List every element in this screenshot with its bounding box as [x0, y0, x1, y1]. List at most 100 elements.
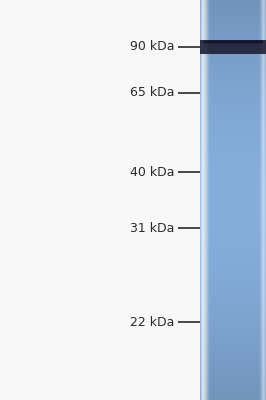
Bar: [200, 269, 266, 271]
Bar: [200, 75, 266, 76]
Bar: [200, 200, 266, 201]
Bar: [203, 40, 263, 42]
Bar: [200, 243, 266, 244]
Bar: [200, 77, 266, 79]
Bar: [200, 372, 266, 373]
Bar: [200, 3, 266, 4]
Bar: [259, 0, 262, 400]
Text: 22 kDa: 22 kDa: [130, 316, 174, 328]
Bar: [200, 247, 266, 248]
Bar: [200, 116, 266, 117]
Bar: [200, 173, 266, 175]
Bar: [200, 345, 266, 347]
Bar: [200, 264, 266, 265]
Bar: [200, 381, 266, 383]
Bar: [200, 183, 266, 184]
Bar: [200, 395, 266, 396]
Bar: [200, 281, 266, 283]
Bar: [200, 12, 266, 13]
Bar: [200, 121, 266, 123]
Bar: [202, 0, 206, 400]
Bar: [200, 160, 266, 161]
Bar: [200, 43, 266, 44]
Bar: [200, 24, 266, 25]
Bar: [200, 71, 266, 72]
Bar: [200, 235, 266, 236]
Bar: [200, 361, 266, 363]
Bar: [200, 245, 266, 247]
Bar: [262, 0, 265, 400]
Bar: [200, 236, 266, 237]
Bar: [200, 387, 266, 388]
Bar: [200, 8, 266, 9]
Bar: [200, 99, 266, 100]
Bar: [200, 196, 266, 197]
Bar: [200, 27, 266, 28]
Bar: [203, 0, 206, 400]
Text: 65 kDa: 65 kDa: [130, 86, 174, 100]
Bar: [200, 316, 266, 317]
Bar: [200, 212, 266, 213]
Bar: [200, 89, 266, 91]
Bar: [200, 132, 266, 133]
Bar: [200, 197, 266, 199]
Bar: [200, 303, 266, 304]
Bar: [200, 356, 266, 357]
Bar: [200, 255, 266, 256]
Bar: [200, 317, 266, 319]
Bar: [200, 208, 266, 209]
Bar: [200, 93, 266, 95]
Bar: [200, 108, 266, 109]
Bar: [200, 311, 266, 312]
Bar: [200, 149, 266, 151]
Bar: [200, 32, 266, 33]
Bar: [200, 83, 266, 84]
Bar: [200, 224, 266, 225]
Bar: [200, 219, 266, 220]
Bar: [200, 29, 266, 31]
Bar: [200, 353, 266, 355]
Bar: [203, 41, 263, 43]
Bar: [200, 155, 266, 156]
Bar: [200, 241, 266, 243]
Bar: [200, 101, 266, 103]
Bar: [200, 141, 266, 143]
Bar: [200, 368, 266, 369]
Bar: [200, 156, 266, 157]
Bar: [200, 109, 266, 111]
Bar: [200, 33, 266, 35]
Bar: [200, 315, 266, 316]
Bar: [200, 251, 266, 252]
Bar: [202, 0, 205, 400]
Bar: [200, 57, 266, 59]
Bar: [200, 125, 266, 127]
Bar: [200, 187, 266, 188]
Bar: [200, 299, 266, 300]
Bar: [200, 171, 266, 172]
Bar: [200, 119, 266, 120]
Bar: [200, 7, 266, 8]
Bar: [200, 127, 266, 128]
Bar: [200, 351, 266, 352]
Bar: [200, 391, 266, 392]
Bar: [200, 157, 266, 159]
Bar: [200, 240, 266, 241]
Bar: [200, 117, 266, 119]
Bar: [200, 23, 266, 24]
Bar: [200, 92, 266, 93]
Text: 90 kDa: 90 kDa: [130, 40, 174, 54]
Bar: [200, 88, 266, 89]
Bar: [200, 79, 266, 80]
Bar: [200, 256, 266, 257]
Bar: [200, 207, 266, 208]
Bar: [200, 232, 266, 233]
Bar: [200, 25, 266, 27]
Bar: [200, 287, 266, 288]
Bar: [200, 104, 266, 105]
Bar: [200, 4, 266, 5]
Bar: [200, 87, 266, 88]
Bar: [200, 355, 266, 356]
Bar: [200, 276, 266, 277]
Bar: [200, 267, 266, 268]
Bar: [200, 309, 266, 311]
